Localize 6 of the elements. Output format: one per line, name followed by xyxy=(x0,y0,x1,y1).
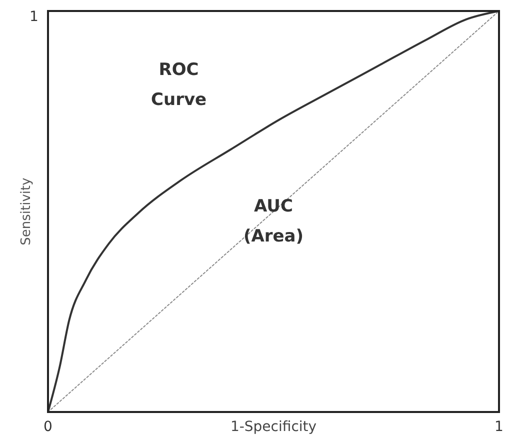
x-axis-title: 1-Specificity xyxy=(230,419,317,435)
text: 1 xyxy=(30,9,38,25)
annotation: AUC (Area) xyxy=(243,196,304,246)
x-tick-label: 0 xyxy=(44,419,52,435)
y-axis-title: Sensitivity xyxy=(19,177,34,246)
annotation: ROC Curve xyxy=(151,60,207,110)
